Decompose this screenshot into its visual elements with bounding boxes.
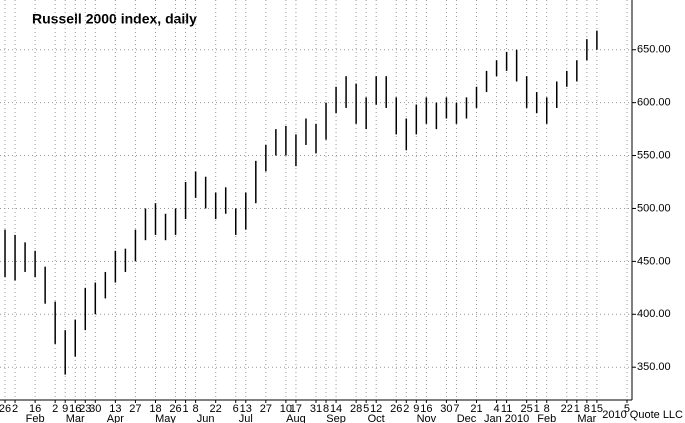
x-tick-label: 13 xyxy=(240,403,252,415)
month-label: Oct xyxy=(368,413,385,423)
x-tick-label: 27 xyxy=(129,403,141,415)
x-tick-label: 1 xyxy=(183,403,189,415)
x-tick-label: 17 xyxy=(290,403,302,415)
month-label: Feb xyxy=(26,413,45,423)
x-tick-label: 12 xyxy=(370,403,382,415)
x-tick-label: 16 xyxy=(69,403,81,415)
x-tick-label: 26 xyxy=(169,403,181,415)
month-label: May xyxy=(155,413,176,423)
month-label: Aug xyxy=(286,413,306,423)
x-tick-label: 27 xyxy=(260,403,272,415)
month-label: Apr xyxy=(107,413,124,423)
y-tick-label: 600.00 xyxy=(637,97,671,109)
x-tick-label: 18 xyxy=(149,403,161,415)
x-tick-label: 30 xyxy=(89,403,101,415)
x-tick-label: 2 xyxy=(403,403,409,415)
y-tick-label: 650.00 xyxy=(637,44,671,56)
source-note: 2010 Quote LLC xyxy=(602,409,683,421)
x-tick-label: 1 xyxy=(534,403,540,415)
y-tick-label: 500.00 xyxy=(637,202,671,214)
x-tick-label: 2 xyxy=(52,403,58,415)
x-tick-label: 5 xyxy=(363,403,369,415)
chart-title: Russell 2000 index, daily xyxy=(32,11,197,27)
x-tick-label: 10 xyxy=(280,403,292,415)
month-label: Nov xyxy=(417,413,437,423)
x-tick-label: 26 xyxy=(0,403,11,415)
x-tick-label: 7 xyxy=(453,403,459,415)
x-tick-label: 11 xyxy=(501,403,512,415)
x-tick-label: 25 xyxy=(521,403,533,415)
x-tick-label: 15 xyxy=(591,403,603,415)
x-tick-label: 9 xyxy=(413,403,419,415)
x-tick-label: 31 xyxy=(310,403,322,415)
x-tick-label: 28 xyxy=(350,403,362,415)
x-tick-label: 22 xyxy=(210,403,222,415)
y-tick-label: 450.00 xyxy=(637,255,671,267)
month-label: Feb xyxy=(537,413,556,423)
x-tick-label: 8 xyxy=(193,403,199,415)
month-label: Jan 2010 xyxy=(484,413,529,423)
x-tick-label: 4 xyxy=(494,403,500,415)
x-tick-label: 14 xyxy=(330,403,342,415)
x-tick-label: 30 xyxy=(440,403,452,415)
month-label: Jul xyxy=(239,413,253,423)
y-tick-label: 350.00 xyxy=(637,361,671,373)
x-tick-label: 16 xyxy=(420,403,432,415)
x-tick-label: 26 xyxy=(390,403,402,415)
x-tick-label: 2 xyxy=(12,403,18,415)
x-tick-label: 8 xyxy=(544,403,550,415)
x-tick-label: 21 xyxy=(470,403,482,415)
x-tick-label: 8 xyxy=(584,403,590,415)
month-label: Sep xyxy=(326,413,346,423)
x-tick-label: 9 xyxy=(62,403,68,415)
x-tick-label: 13 xyxy=(109,403,121,415)
x-tick-label: 22 xyxy=(561,403,573,415)
x-tick-label: 5 xyxy=(624,403,630,415)
x-tick-label: 16 xyxy=(29,403,41,415)
month-label: Jun xyxy=(197,413,215,423)
x-tick-label: 23 xyxy=(79,403,91,415)
y-tick-label: 400.00 xyxy=(637,308,671,320)
y-tick-label: 550.00 xyxy=(637,149,671,161)
x-tick-label: 1 xyxy=(574,403,580,415)
x-tick-label: 8 xyxy=(323,403,329,415)
x-tick-label: 6 xyxy=(233,403,239,415)
month-label: Mar xyxy=(66,413,85,423)
month-label: Mar xyxy=(577,413,596,423)
month-label: Dec xyxy=(457,413,477,423)
